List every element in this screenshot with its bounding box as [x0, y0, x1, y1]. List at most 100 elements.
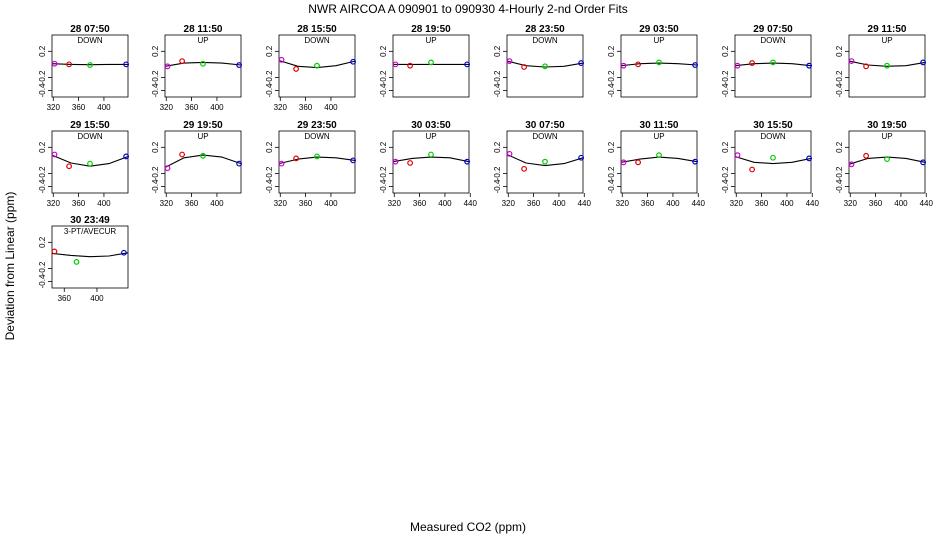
y-tick-label: 0.2 — [38, 236, 47, 248]
data-point — [578, 154, 584, 161]
y-tick-label: -0.4 — [151, 179, 160, 193]
y-tick-label: -0.2 — [151, 70, 160, 84]
y-tick-label: -0.2 — [607, 166, 616, 180]
y-tick-label: -0.4 — [493, 83, 502, 97]
panel-frame — [51, 225, 129, 289]
x-tick-label: 320 — [160, 103, 174, 112]
data-point — [164, 63, 171, 70]
x-tick-label: 360 — [72, 103, 86, 112]
data-point — [350, 58, 357, 65]
panel-title: 29 03:50 — [639, 24, 679, 35]
data-point — [542, 158, 548, 165]
x-tick-label: 360 — [58, 294, 72, 303]
data-point — [884, 62, 890, 69]
fit-curve — [848, 60, 926, 67]
data-point — [920, 159, 926, 166]
panel-title: 30 15:50 — [753, 120, 793, 131]
y-tick-label: -0.2 — [151, 166, 160, 180]
y-tick-label: -0.2 — [835, 70, 844, 84]
y-tick-label: -0.4 — [379, 179, 388, 193]
data-point — [314, 62, 320, 69]
panel-title: 28 23:50 — [525, 24, 565, 35]
y-tick-label: 0.2 — [607, 141, 616, 153]
data-point — [749, 166, 755, 173]
data-point — [428, 59, 434, 66]
panel-title: 30 11:50 — [640, 120, 679, 131]
data-point — [656, 59, 662, 66]
data-point — [506, 58, 513, 65]
y-tick-label: -0.2 — [265, 166, 274, 180]
data-point — [66, 163, 72, 170]
panel-title: 30 23:49 — [70, 215, 110, 226]
y-tick-label: 0.2 — [379, 45, 388, 57]
x-tick-label: 320 — [160, 199, 174, 208]
panel-subtitle: DOWN — [760, 132, 786, 141]
data-point — [164, 165, 171, 172]
data-point — [200, 152, 206, 159]
x-tick-label: 360 — [527, 199, 541, 208]
data-point — [278, 160, 285, 167]
data-point — [392, 158, 399, 165]
data-point — [121, 249, 127, 256]
y-tick-label: -0.2 — [493, 70, 502, 84]
y-tick-label: -0.4 — [493, 179, 502, 193]
panel-subtitle: DOWN — [760, 36, 786, 45]
fit-curve — [734, 155, 812, 165]
data-point — [87, 160, 93, 167]
data-point — [87, 62, 93, 68]
x-axis-label: Measured CO2 (ppm) — [409, 520, 527, 534]
y-tick-label: -0.4 — [721, 83, 730, 97]
panel-frame — [506, 130, 584, 194]
data-point — [236, 160, 243, 167]
y-tick-label: -0.2 — [607, 70, 616, 84]
data-point — [200, 60, 206, 67]
panel-title: 29 23:50 — [297, 120, 337, 131]
data-point — [848, 58, 855, 65]
y-tick-label: 0.2 — [151, 141, 160, 153]
panel-subtitle: UP — [653, 36, 664, 45]
x-tick-label: 320 — [47, 103, 61, 112]
y-tick-label: -0.4 — [151, 83, 160, 97]
fit-curve — [278, 156, 356, 165]
page-title: NWR AIRCOA A 090901 to 090930 4-Hourly 2… — [308, 2, 628, 16]
data-point — [293, 66, 300, 72]
y-tick-label: -0.4 — [265, 179, 274, 193]
data-point — [236, 62, 243, 68]
x-tick-label: 400 — [666, 199, 680, 208]
y-tick-label: -0.4 — [38, 274, 47, 288]
data-point — [749, 60, 755, 66]
panel-subtitle: UP — [881, 132, 892, 141]
x-tick-label: 320 — [388, 199, 402, 208]
x-tick-label: 320 — [844, 199, 858, 208]
panel-title: 29 11:50 — [868, 24, 907, 35]
panel-title: 28 19:50 — [411, 24, 451, 35]
data-point — [692, 158, 698, 165]
y-tick-label: 0.2 — [379, 141, 388, 153]
panel-subtitle: UP — [197, 36, 208, 45]
x-tick-label: 320 — [730, 199, 744, 208]
y-tick-label: -0.2 — [265, 70, 274, 84]
y-tick-label: 0.2 — [721, 45, 730, 57]
fit-curve — [734, 62, 812, 67]
panel-subtitle: DOWN — [304, 132, 330, 141]
y-tick-label: -0.2 — [38, 70, 47, 84]
data-point — [578, 60, 584, 66]
x-tick-label: 400 — [97, 199, 111, 208]
data-point — [521, 64, 527, 70]
panel-subtitle: 3-PT/AVECUR — [64, 227, 117, 236]
fit-curve — [278, 59, 356, 69]
x-tick-label: 400 — [780, 199, 794, 208]
data-point — [407, 160, 414, 166]
y-tick-label: 0.2 — [38, 141, 47, 153]
y-tick-label: 0.2 — [721, 141, 730, 153]
x-tick-label: 360 — [755, 199, 769, 208]
panel-subtitle: DOWN — [77, 36, 103, 45]
